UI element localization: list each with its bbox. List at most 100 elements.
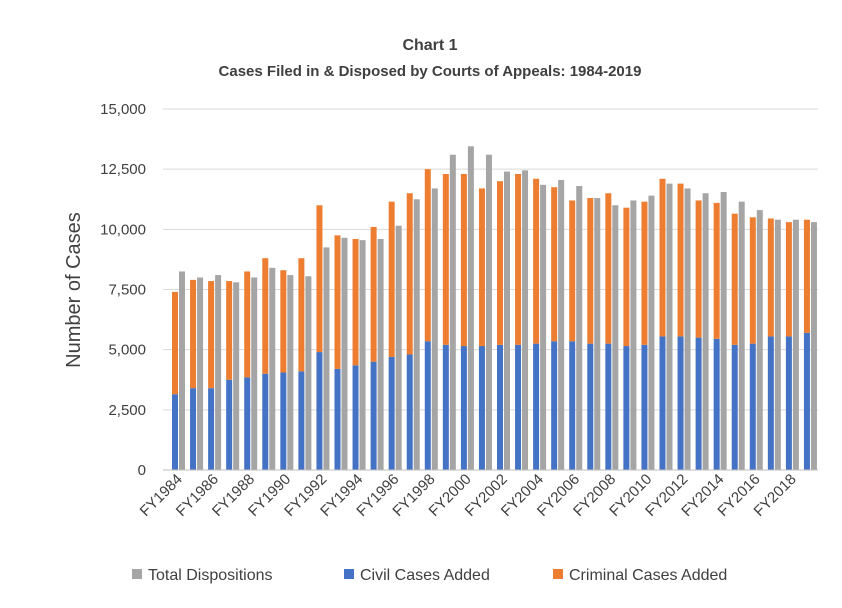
bar-criminal-cases-added	[442, 173, 449, 345]
bar-total-dispositions	[666, 183, 673, 470]
bar-total-dispositions	[594, 198, 601, 470]
bar-criminal-cases-added	[208, 281, 215, 389]
bar-civil-cases-added	[533, 343, 540, 470]
bar-criminal-cases-added	[316, 205, 323, 353]
bar-criminal-cases-added	[370, 226, 377, 362]
bar-criminal-cases-added	[713, 202, 720, 339]
bar-total-dispositions	[684, 188, 691, 471]
x-axis-ticks: FY1984FY1986FY1988FY1990FY1992FY1994FY19…	[137, 471, 800, 520]
bar-total-dispositions	[504, 171, 510, 470]
bar-total-dispositions	[269, 267, 276, 470]
bar-total-dispositions	[323, 247, 330, 470]
bar-criminal-cases-added	[424, 169, 431, 342]
bar-civil-cases-added	[767, 336, 774, 470]
bar-criminal-cases-added	[659, 178, 666, 337]
bar-criminal-cases-added	[334, 235, 341, 369]
legend-label: Criminal Cases Added	[569, 567, 727, 584]
bar-total-dispositions	[449, 154, 456, 470]
bar-civil-cases-added	[424, 341, 431, 470]
bar-criminal-cases-added	[406, 193, 413, 355]
bar-criminal-cases-added	[623, 207, 630, 347]
bar-total-dispositions	[467, 146, 474, 470]
bar-total-dispositions	[522, 170, 529, 470]
bar-criminal-cases-added	[641, 201, 648, 345]
y-tick-label: 12,500	[100, 161, 146, 178]
y-tick-label: 5,000	[108, 342, 146, 359]
legend-label: Civil Cases Added	[360, 567, 490, 584]
bar-criminal-cases-added	[803, 219, 810, 333]
bar-criminal-cases-added	[262, 258, 269, 374]
bar-civil-cases-added	[460, 346, 467, 470]
bar-criminal-cases-added	[731, 213, 738, 345]
bar-criminal-cases-added	[767, 218, 774, 337]
bar-civil-cases-added	[478, 346, 485, 470]
bars	[172, 146, 817, 471]
y-tick-label: 0	[138, 462, 146, 479]
bar-criminal-cases-added	[749, 217, 756, 344]
bar-total-dispositions	[792, 219, 799, 470]
bar-total-dispositions	[810, 222, 817, 470]
y-tick-label: 15,000	[100, 101, 146, 118]
bar-total-dispositions	[251, 277, 258, 470]
bar-total-dispositions	[287, 275, 294, 470]
bar-civil-cases-added	[190, 388, 197, 470]
bar-total-dispositions	[702, 193, 709, 470]
bar-criminal-cases-added	[551, 187, 558, 342]
bar-civil-cases-added	[587, 343, 594, 470]
bar-total-dispositions	[305, 276, 312, 470]
bar-civil-cases-added	[298, 371, 305, 470]
bar-total-dispositions	[630, 200, 637, 470]
bar-civil-cases-added	[316, 352, 323, 470]
bar-civil-cases-added	[226, 379, 233, 470]
bar-civil-cases-added	[713, 338, 720, 470]
bar-civil-cases-added	[442, 344, 449, 470]
bar-civil-cases-added	[262, 373, 269, 470]
bar-civil-cases-added	[244, 377, 251, 470]
bar-civil-cases-added	[352, 365, 359, 470]
bar-civil-cases-added	[388, 356, 395, 470]
bar-civil-cases-added	[551, 341, 558, 470]
bar-criminal-cases-added	[785, 222, 792, 337]
bar-criminal-cases-added	[569, 200, 576, 342]
bar-civil-cases-added	[677, 336, 684, 470]
bar-civil-cases-added	[731, 344, 738, 470]
bar-civil-cases-added	[785, 336, 792, 470]
legend-swatch	[132, 569, 142, 579]
bar-total-dispositions	[431, 188, 438, 471]
y-tick-label: 10,000	[100, 221, 146, 238]
bar-criminal-cases-added	[388, 201, 395, 357]
chart-subtitle: Cases Filed in & Disposed by Courts of A…	[219, 63, 642, 80]
bar-total-dispositions	[233, 282, 240, 470]
bar-criminal-cases-added	[478, 188, 485, 347]
bar-criminal-cases-added	[298, 258, 305, 372]
bar-criminal-cases-added	[352, 238, 359, 366]
bar-total-dispositions	[738, 201, 745, 470]
bar-total-dispositions	[540, 184, 547, 470]
legend-swatch	[344, 569, 354, 579]
bar-criminal-cases-added	[172, 291, 178, 395]
y-axis-title: Number of Cases	[63, 212, 85, 368]
bar-total-dispositions	[612, 205, 619, 470]
bar-total-dispositions	[756, 210, 763, 470]
bar-total-dispositions	[179, 271, 185, 470]
y-tick-label: 2,500	[108, 402, 146, 419]
bar-criminal-cases-added	[533, 178, 540, 344]
bar-total-dispositions	[413, 199, 420, 470]
bar-total-dispositions	[485, 154, 492, 470]
legend-swatch	[553, 569, 563, 579]
bar-civil-cases-added	[641, 344, 648, 470]
bar-total-dispositions	[720, 192, 727, 470]
bar-total-dispositions	[648, 195, 655, 470]
bar-civil-cases-added	[803, 332, 810, 470]
bar-civil-cases-added	[749, 343, 756, 470]
y-tick-label: 7,500	[108, 282, 146, 299]
bar-total-dispositions	[395, 225, 402, 470]
bar-total-dispositions	[215, 275, 222, 470]
bar-civil-cases-added	[569, 341, 576, 470]
bar-total-dispositions	[197, 277, 204, 470]
bar-civil-cases-added	[497, 344, 503, 470]
bar-criminal-cases-added	[677, 183, 684, 337]
bar-civil-cases-added	[659, 336, 666, 470]
bar-civil-cases-added	[695, 337, 702, 470]
